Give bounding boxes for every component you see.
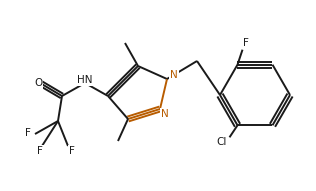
Text: HN: HN — [77, 75, 93, 85]
Text: Cl: Cl — [216, 137, 227, 147]
Text: O: O — [34, 78, 42, 88]
Text: F: F — [37, 146, 43, 156]
Text: N: N — [170, 70, 178, 80]
Text: F: F — [25, 128, 31, 138]
Text: F: F — [243, 38, 248, 48]
Text: F: F — [69, 146, 75, 156]
Text: N: N — [161, 109, 169, 119]
